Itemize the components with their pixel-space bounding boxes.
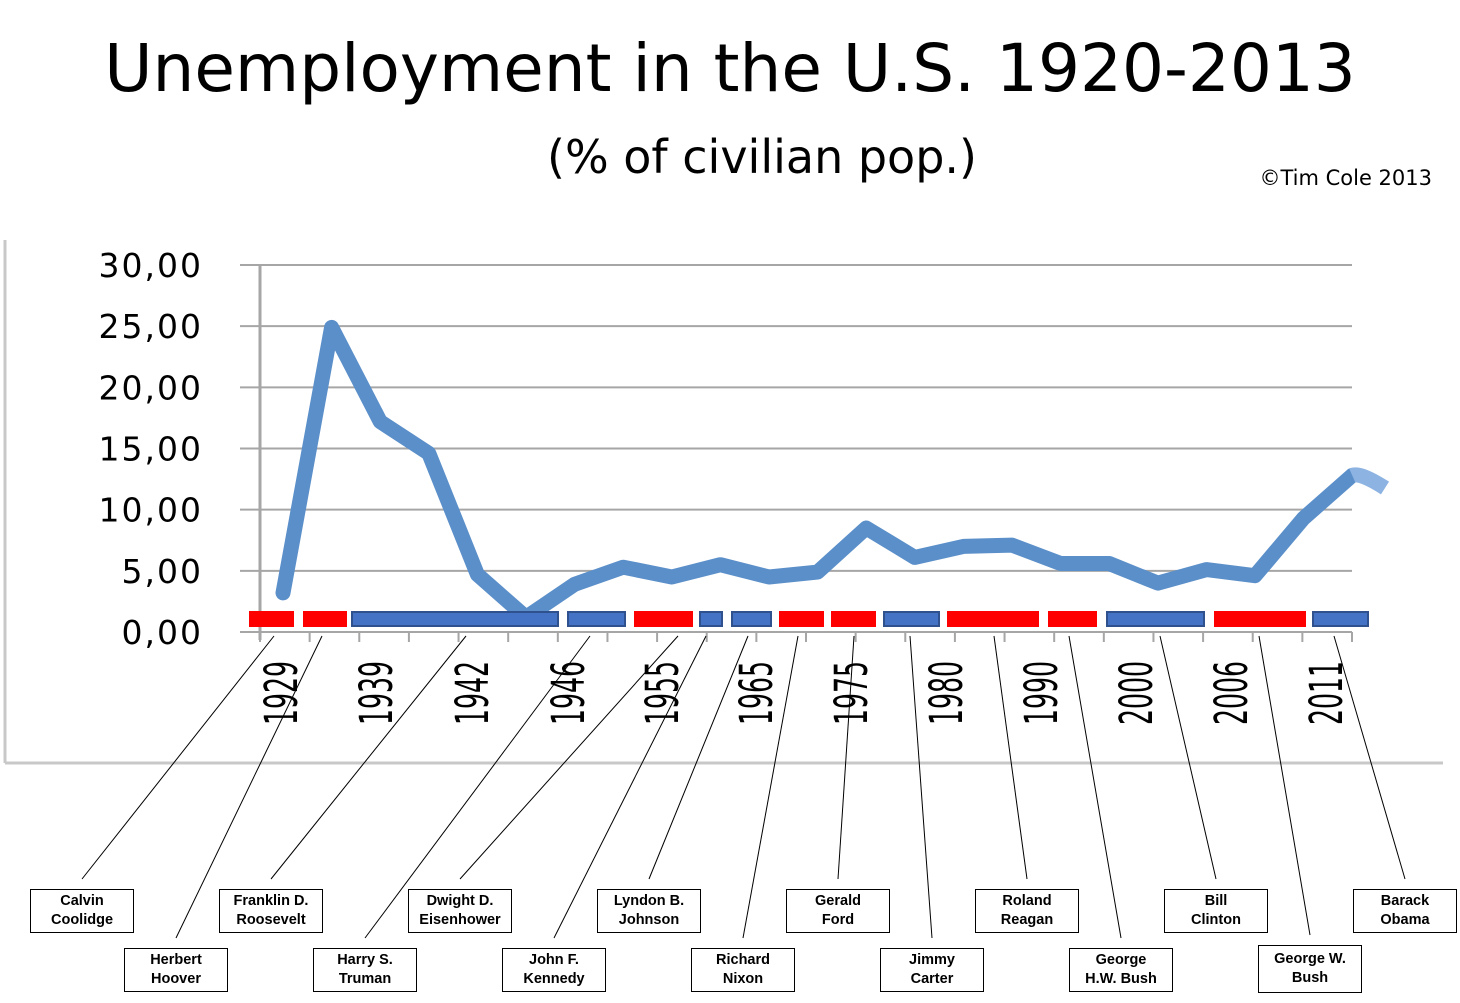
x-tick-label: 1980 bbox=[920, 661, 973, 725]
president-term-bar bbox=[634, 611, 693, 627]
president-term-bar bbox=[567, 611, 626, 627]
y-tick-label: 30,00 bbox=[99, 246, 203, 285]
president-leader-line bbox=[1258, 635, 1311, 936]
president-label: Lyndon B. Johnson bbox=[597, 889, 701, 933]
president-label: Jimmy Carter bbox=[880, 948, 984, 992]
y-tick-label: 5,00 bbox=[122, 552, 203, 591]
president-leader-line bbox=[175, 635, 323, 939]
president-leader-line bbox=[270, 635, 467, 880]
president-term-bar bbox=[249, 611, 294, 627]
y-tick-label: 10,00 bbox=[99, 491, 203, 530]
president-label: George W. Bush bbox=[1258, 945, 1362, 993]
president-leader-line bbox=[553, 635, 707, 939]
y-tick-label: 0,00 bbox=[122, 613, 203, 652]
president-label: Gerald Ford bbox=[786, 889, 890, 933]
president-leader-line bbox=[837, 635, 855, 880]
president-leader-line bbox=[909, 635, 933, 939]
president-term-bar bbox=[1106, 611, 1205, 627]
president-label: Richard Nixon bbox=[691, 948, 795, 992]
president-term-bar bbox=[831, 611, 876, 627]
president-term-bar bbox=[947, 611, 1039, 627]
president-term-bar bbox=[1214, 611, 1306, 627]
unemployment-line bbox=[275, 319, 1360, 625]
president-term-bar bbox=[1048, 611, 1097, 627]
copyright-notice: ©Tim Cole 2013 bbox=[1259, 166, 1432, 190]
president-label: Harry S. Truman bbox=[313, 948, 417, 992]
president-leader-line bbox=[364, 635, 591, 939]
president-label: Bill Clinton bbox=[1164, 889, 1268, 933]
x-tick-label: 1955 bbox=[636, 661, 689, 725]
x-tick-label: 1929 bbox=[255, 661, 308, 725]
president-term-bar bbox=[1312, 611, 1369, 627]
president-leader-line bbox=[1068, 635, 1122, 939]
president-leader-line bbox=[459, 635, 679, 880]
y-tick-label: 20,00 bbox=[99, 368, 203, 407]
president-label: John F. Kennedy bbox=[502, 948, 606, 992]
chart-subtitle: (% of civilian pop.) bbox=[547, 130, 977, 184]
chart-title: Unemployment in the U.S. 1920-2013 bbox=[104, 30, 1356, 107]
x-tick-label: 1990 bbox=[1015, 661, 1068, 725]
president-leader-line bbox=[742, 635, 799, 939]
president-leader-line bbox=[1159, 635, 1217, 880]
x-tick-label: 1965 bbox=[730, 661, 783, 725]
president-leader-line bbox=[81, 635, 275, 880]
president-leader-line bbox=[993, 635, 1028, 880]
unemployment-line-tail bbox=[1349, 467, 1390, 495]
president-leader-line bbox=[648, 635, 749, 880]
president-term-bar bbox=[731, 611, 772, 627]
president-label: Franklin D. Roosevelt bbox=[219, 889, 323, 933]
x-tick-label: 1942 bbox=[446, 661, 499, 725]
president-label: Herbert Hoover bbox=[124, 948, 228, 992]
x-tick-label: 2000 bbox=[1110, 661, 1163, 725]
president-term-bar bbox=[351, 611, 559, 627]
x-tick-label: 1939 bbox=[350, 661, 403, 725]
president-leader-line bbox=[1333, 635, 1406, 880]
president-label: Roland Reagan bbox=[975, 889, 1079, 933]
president-term-bar bbox=[883, 611, 940, 627]
president-label: Calvin Coolidge bbox=[30, 889, 134, 933]
president-term-bar bbox=[779, 611, 824, 627]
x-tick-label: 2006 bbox=[1205, 661, 1258, 725]
y-tick-label: 15,00 bbox=[99, 430, 203, 469]
x-tick-label: 1946 bbox=[542, 661, 595, 725]
president-label: Barack Obama bbox=[1353, 889, 1457, 933]
x-tick-label: 2011 bbox=[1300, 661, 1353, 725]
president-term-bar bbox=[699, 611, 723, 627]
y-tick-label: 25,00 bbox=[99, 307, 203, 346]
president-label: George H.W. Bush bbox=[1069, 948, 1173, 992]
president-term-bar bbox=[303, 611, 347, 627]
president-label: Dwight D. Eisenhower bbox=[408, 889, 512, 933]
